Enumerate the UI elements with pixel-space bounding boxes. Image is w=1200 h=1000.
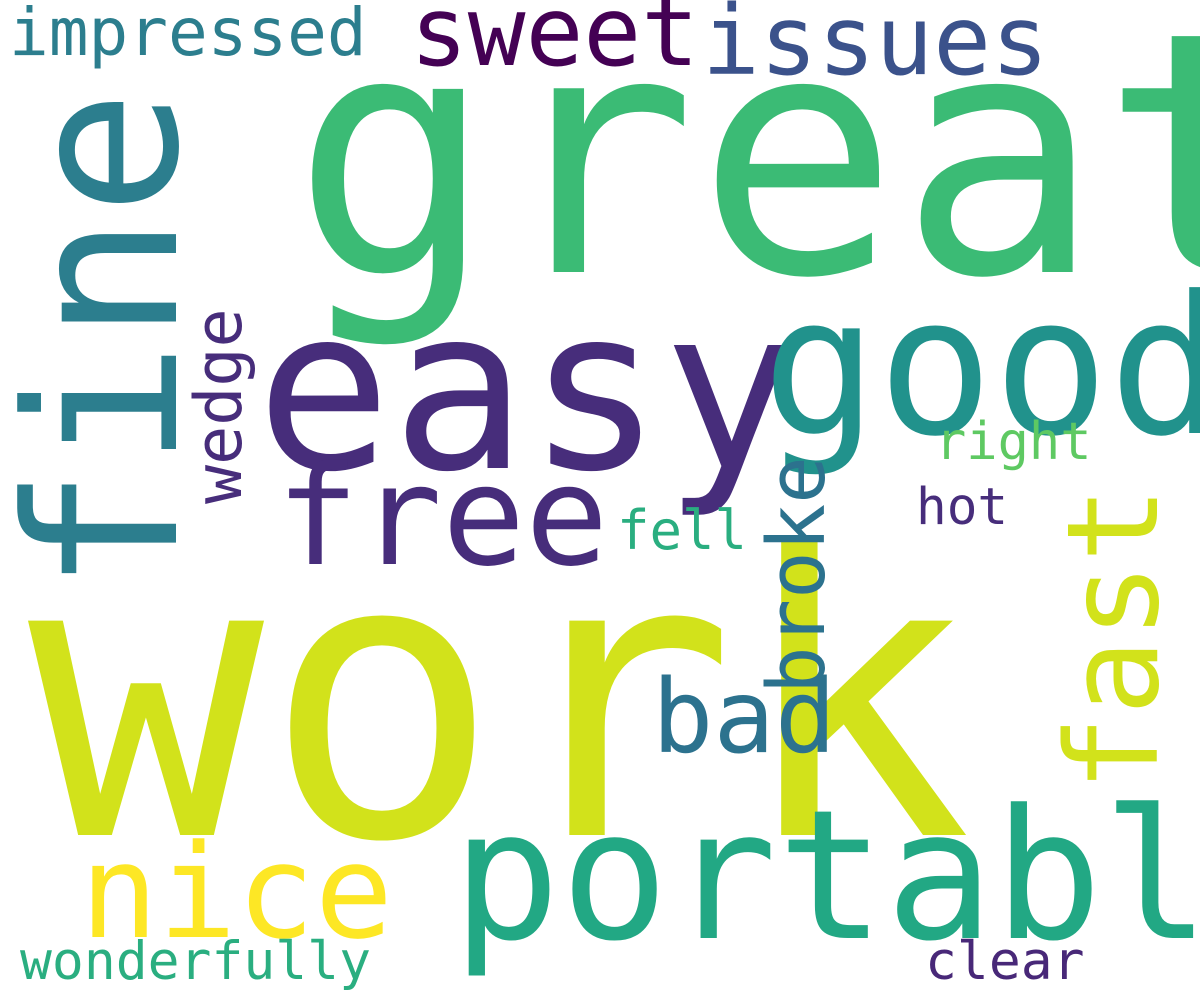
word-clear: clear xyxy=(925,931,1085,992)
word-work: work xyxy=(28,472,973,928)
word-impressed: impressed xyxy=(9,0,367,71)
word-fell: fell xyxy=(617,499,748,562)
word-sweet: sweet xyxy=(410,0,699,88)
word-great: great xyxy=(292,0,1200,352)
word-fast: fast xyxy=(1039,486,1187,792)
word-right: right xyxy=(935,412,1092,472)
word-wonderfully: wonderfully xyxy=(20,931,371,992)
word-portable: portable xyxy=(452,772,1200,981)
word-easy: easy xyxy=(256,260,798,522)
word-bad: bad xyxy=(652,658,837,777)
word-wedge: wedge xyxy=(182,308,257,504)
word-hot: hot xyxy=(916,478,1009,537)
word-issues: issues xyxy=(702,0,1049,97)
word-free: free xyxy=(276,436,609,597)
word-fine: fine xyxy=(0,89,226,593)
word-broke: broke xyxy=(751,456,843,694)
word-nice: nice xyxy=(80,816,394,968)
word-good: good xyxy=(762,256,1200,479)
